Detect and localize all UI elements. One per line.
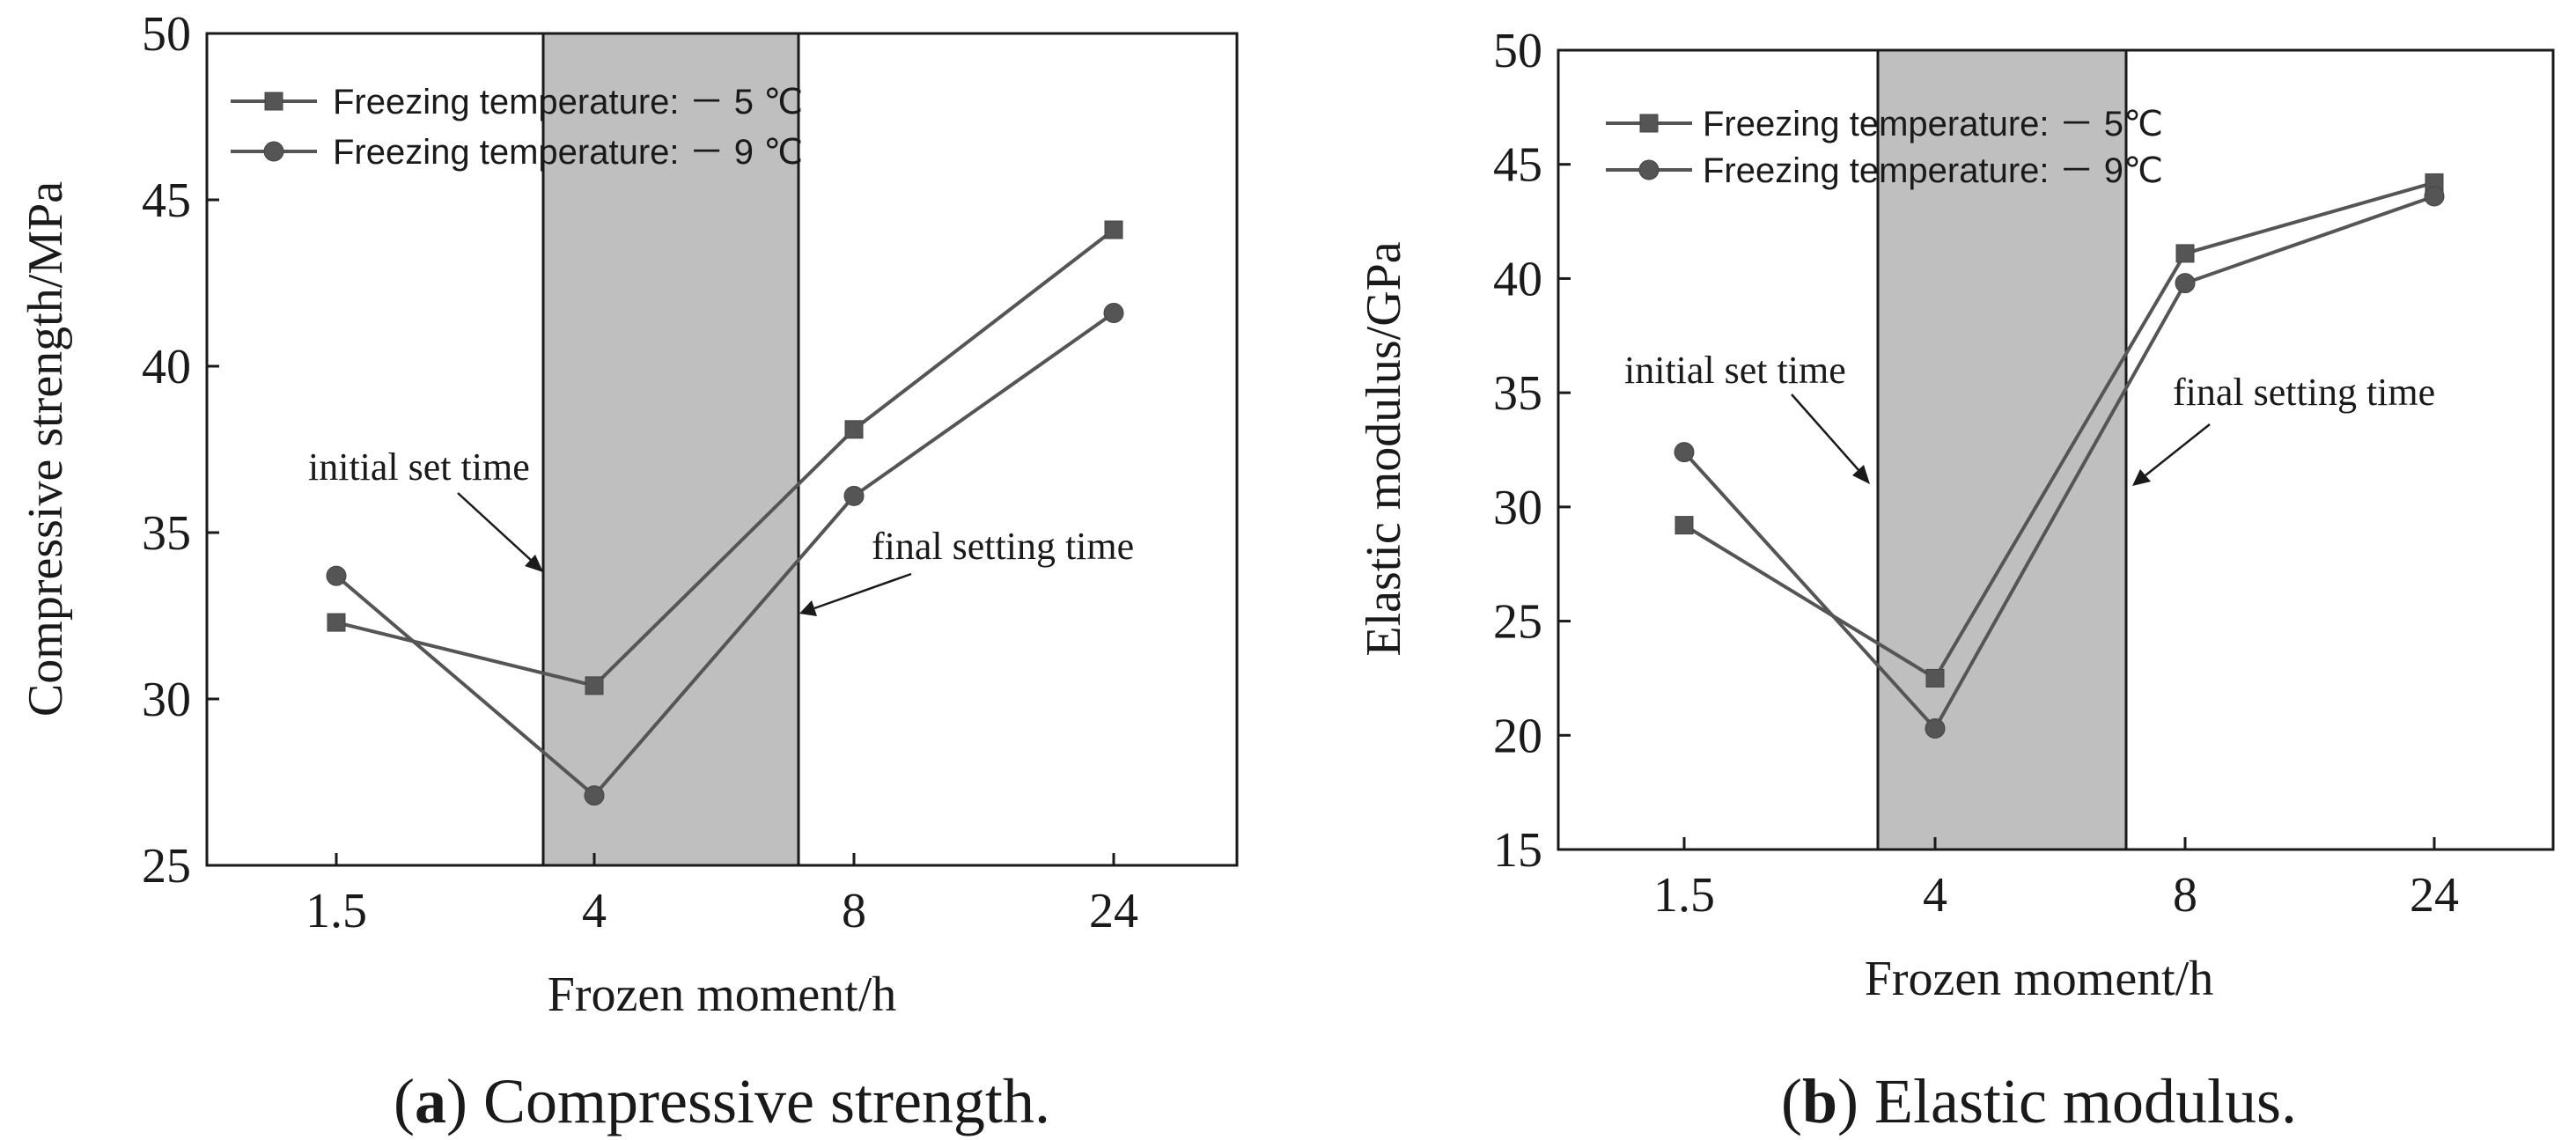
y-tick-label: 20: [1493, 709, 1542, 763]
annotation-arrow: [813, 572, 912, 610]
y-tick-label: 30: [142, 673, 191, 727]
caption-letter: a: [415, 1066, 446, 1136]
arrow-head: [525, 555, 543, 572]
panel-a: 25 30 35 40 45 50 1.5 4 8 24 Compressive strengt…: [18, 7, 1239, 1136]
data-point-circle: [2424, 186, 2445, 207]
y-tick-label: 40: [142, 340, 191, 394]
data-point-square: [1674, 516, 1694, 535]
caption: (a) Compressive strength.: [394, 1066, 1050, 1136]
legend-circle-marker: [263, 141, 284, 162]
annotation-final-setting: final setting time: [799, 525, 1134, 616]
data-point-circle: [326, 565, 347, 586]
x-tick-label: 1.5: [305, 884, 367, 938]
y-axis: 15 20 25 30 35 40 45 50: [1493, 24, 1571, 878]
data-point-circle: [584, 785, 605, 806]
annotation-label: final setting time: [2173, 371, 2435, 414]
y-tick-label: 50: [1493, 24, 1542, 78]
y-tick-label: 35: [142, 506, 191, 561]
series-line: [1682, 195, 2435, 732]
y-tick-label: 30: [1493, 481, 1542, 535]
x-tick-label: 24: [2410, 868, 2459, 923]
legend-square-marker: [1639, 114, 1659, 133]
x-axis-title: Frozen moment/h: [1865, 952, 2214, 1006]
caption-text: Compressive strength.: [467, 1066, 1050, 1136]
series-1: [1674, 173, 2444, 688]
x-axis-title: Frozen moment/h: [548, 967, 897, 1022]
data-point-circle: [2175, 273, 2196, 294]
x-tick-label: 24: [1089, 884, 1138, 938]
y-axis-title: Compressive strength/MPa: [18, 181, 73, 717]
legend: Freezing temperature: － 5℃ Freezing temp…: [1606, 105, 2163, 190]
caption: (b) Elastic modulus.: [1781, 1066, 2297, 1136]
annotation-final-setting: final setting time: [2132, 371, 2435, 486]
data-point-square: [2175, 244, 2195, 263]
data-point-square: [1925, 668, 1945, 688]
x-tick-label: 1.5: [1653, 868, 1715, 923]
x-axis: 1.5 4 8 24: [1653, 837, 2459, 923]
arrow-head: [2132, 469, 2151, 486]
annotation-arrow: [2145, 423, 2211, 476]
plot-frame: [1557, 48, 2555, 851]
data-point-circle: [843, 485, 865, 506]
series-layer: [326, 220, 1124, 806]
arrow-head: [1852, 465, 1870, 484]
series-2: [1674, 186, 2445, 739]
legend-entry-series-1: Freezing temperature: － 5℃: [1606, 105, 2163, 143]
series-2: [326, 303, 1124, 806]
arrow-head: [799, 600, 817, 616]
setting-period-band: [1876, 48, 2128, 851]
caption-text: Elastic modulus.: [1858, 1066, 2297, 1136]
legend-label: Freezing temperature: － 5℃: [1703, 105, 2163, 143]
x-axis: 1.5 4 8 24: [305, 853, 1138, 938]
x-tick-label: 8: [2173, 868, 2197, 923]
y-tick-label: 35: [1493, 366, 1542, 421]
y-tick-label: 45: [1493, 138, 1542, 193]
legend-label: Freezing temperature: － 9℃: [1703, 151, 2163, 190]
legend-label: Freezing temperature: － 9 ℃: [333, 133, 803, 172]
x-tick-label: 4: [582, 884, 607, 938]
series-line: [335, 228, 1115, 688]
annotation-initial-set: initial set time: [1624, 349, 1870, 484]
data-point-circle: [1674, 442, 1695, 463]
legend-entry-series-2: Freezing temperature: － 9℃: [1606, 151, 2163, 190]
y-tick-label: 50: [142, 7, 191, 62]
y-tick-label: 15: [1493, 823, 1542, 878]
plot-frame: [205, 32, 1239, 867]
series-line: [335, 311, 1115, 798]
data-point-square: [327, 613, 346, 632]
y-tick-label: 25: [142, 839, 191, 894]
annotation-label: final setting time: [872, 525, 1134, 568]
x-tick-label: 4: [1923, 868, 1947, 923]
y-tick-label: 40: [1493, 252, 1542, 306]
legend-square-marker: [264, 92, 283, 111]
series-1: [327, 220, 1123, 695]
x-tick-label: 8: [842, 884, 866, 938]
annotation-arrow: [1791, 393, 1860, 472]
legend-circle-marker: [1638, 159, 1660, 180]
data-point-circle: [1103, 303, 1124, 324]
data-point-square: [1104, 220, 1123, 239]
y-tick-label: 45: [142, 173, 191, 228]
legend-entry-series-1: Freezing temperature: － 5 ℃: [231, 83, 803, 121]
data-point-square: [585, 676, 604, 695]
annotation-initial-set: initial set time: [308, 445, 543, 572]
annotation-label: initial set time: [1624, 349, 1846, 392]
y-tick-label: 25: [1493, 595, 1542, 650]
series-layer: [1674, 173, 2445, 739]
y-axis-title: Elastic modulus/GPa: [1357, 241, 1411, 656]
data-point-square: [844, 420, 864, 439]
legend: Freezing temperature: － 5 ℃ Freezing tem…: [231, 83, 803, 172]
setting-period-band: [541, 32, 800, 867]
legend-entry-series-2: Freezing temperature: － 9 ℃: [231, 133, 803, 172]
y-axis: 25 30 35 40 45 50: [142, 7, 219, 894]
annotation-label: initial set time: [308, 445, 530, 489]
panel-b: 15 20 25 30 35 40 45 50 1.5 4 8 24 Elastic modulus…: [1357, 24, 2555, 1136]
legend-label: Freezing temperature: － 5 ℃: [333, 83, 803, 121]
series-line: [1682, 180, 2435, 681]
data-point-circle: [1925, 718, 1946, 739]
annotation-arrow: [457, 492, 534, 563]
caption-letter: b: [1802, 1066, 1837, 1136]
